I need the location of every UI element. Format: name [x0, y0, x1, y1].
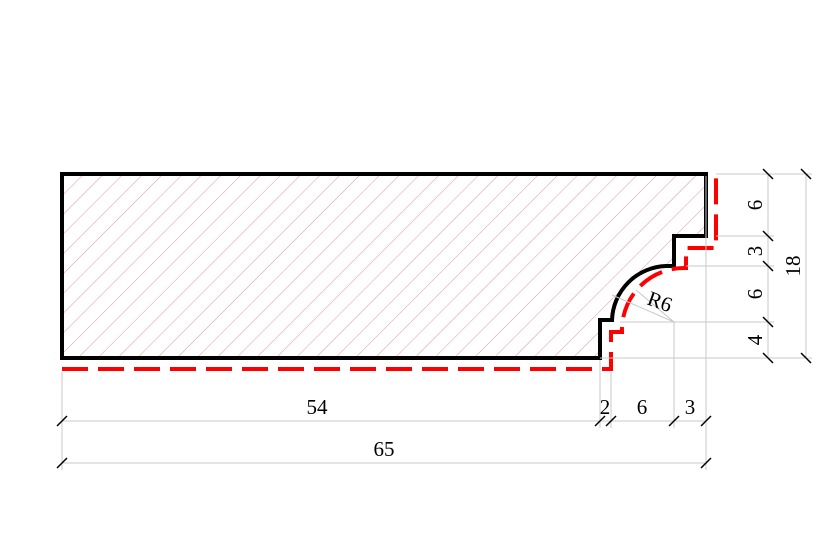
dim-label-3-horizontal: 3 [685, 395, 696, 419]
radius-arrow-line [635, 289, 675, 323]
trim-line [62, 174, 718, 371]
dimension-ticks [56, 168, 812, 469]
dim-label-54: 54 [307, 395, 329, 419]
radius-leader [611, 294, 675, 323]
profile-section [60, 172, 708, 360]
dim-label-3-vertical: 3 [743, 246, 767, 257]
dim-label-6-top: 6 [743, 200, 767, 211]
dim-label-4: 4 [743, 334, 767, 345]
dim-label-overall-height: 18 [781, 256, 805, 277]
dim-label-2: 2 [600, 395, 611, 419]
dim-label-overall-width: 65 [374, 437, 395, 461]
radius-label: R6 [644, 286, 675, 317]
dim-label-6-horizontal: 6 [637, 395, 648, 419]
dim-label-6-middle: 6 [743, 289, 767, 300]
